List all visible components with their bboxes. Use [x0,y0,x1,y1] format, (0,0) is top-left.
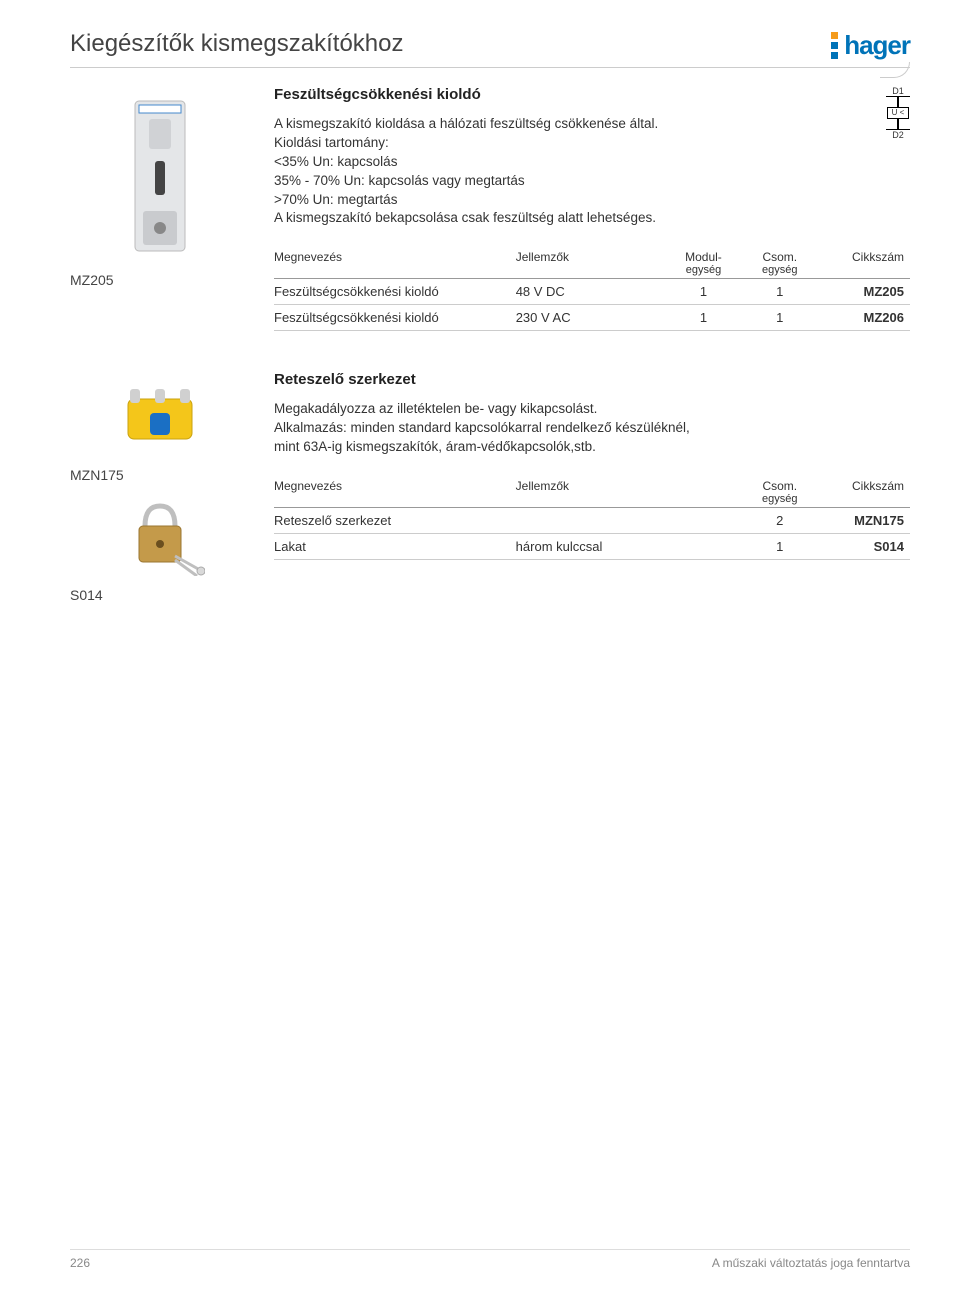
logo-text: hager [844,30,910,61]
table-row: Lakat három kulccsal 1 S014 [274,534,910,560]
page-footer: 226 A műszaki változtatás joga fenntartv… [70,1249,910,1270]
col-sku: Cikkszám [821,248,910,279]
brand-logo: hager [831,30,910,61]
col-sku: Cikkszám [821,477,910,508]
logo-dot [831,32,838,39]
col-name: Megnevezés [274,477,516,508]
col-csom: Csom. egység [745,248,821,279]
table-row: Feszültségcsökkenési kioldó 230 V AC 1 1… [274,305,910,331]
col-csom: Csom. egység [745,477,821,508]
spec-table-2: Megnevezés Jellemzők Csom. egység Cikksz… [274,477,910,560]
col-feature: Jellemzők [516,477,745,508]
header-corner-decoration [880,62,910,78]
product-image-mz205 [70,86,250,266]
page-number: 226 [70,1256,90,1270]
product-image-s014 [70,491,250,581]
product-image-label: MZN175 [70,467,250,483]
section-heading: Feszültségcsökkenési kioldó [274,86,910,103]
logo-dot [831,52,838,59]
col-modul: Modul- egység [668,248,744,279]
logo-dot [831,42,838,49]
table-row: Feszültségcsökkenési kioldó 48 V DC 1 1 … [274,279,910,305]
spec-table-1: Megnevezés Jellemzők Modul- egység Csom.… [274,248,910,331]
section-description: Megakadályozza az illetéktelen be- vagy … [274,400,910,457]
product-image-label: S014 [70,587,250,603]
section-description: A kismegszakító kioldása a hálózati fesz… [274,115,910,228]
col-name: Megnevezés [274,248,516,279]
schematic-diagram: D1 U < D2 [886,86,910,140]
page-title: Kiegészítők kismegszakítókhoz [70,30,403,58]
section-heading: Reteszelő szerkezet [274,371,910,388]
footer-note: A műszaki változtatás joga fenntartva [712,1256,910,1270]
col-feature: Jellemzők [516,248,669,279]
product-image-label: MZ205 [70,272,250,288]
table-row: Reteszelő szerkezet 2 MZN175 [274,508,910,534]
product-image-mzn175 [70,371,250,461]
